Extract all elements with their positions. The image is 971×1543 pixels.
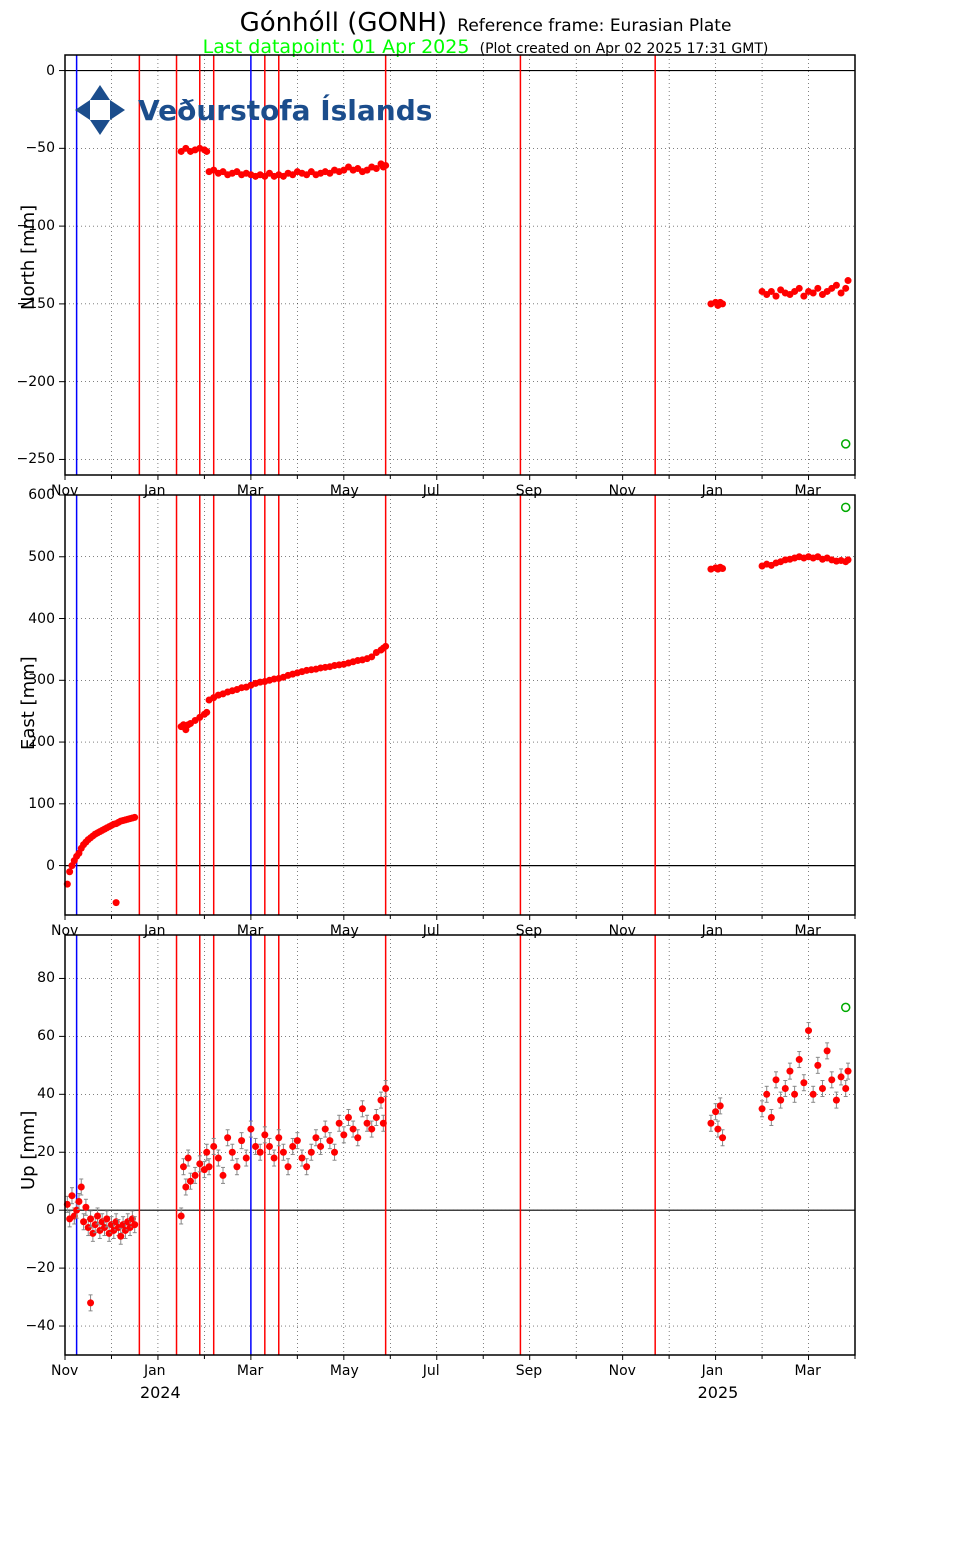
xtick-label: Nov <box>51 483 78 499</box>
xtick-label: Mar <box>795 1363 821 1379</box>
logo-icon <box>70 80 130 140</box>
ytick-label: 400 <box>28 611 55 627</box>
year-label: 2024 <box>140 1383 181 1402</box>
ytick-label: 60 <box>37 1028 55 1044</box>
xtick-label: Jan <box>702 923 724 939</box>
ytick-label: 100 <box>28 796 55 812</box>
xtick-label: Jan <box>702 483 724 499</box>
xtick-label: Nov <box>51 923 78 939</box>
xtick-label: Mar <box>237 483 263 499</box>
logo-text: Veðurstofa Íslands <box>138 94 432 127</box>
ytick-label: 600 <box>28 487 55 503</box>
subplot-2 <box>0 0 971 1360</box>
xtick-label: Jul <box>423 923 440 939</box>
ylabel-2: Up [mm] <box>18 1111 39 1190</box>
ytick-label: −100 <box>17 218 55 234</box>
title-sub: Reference frame: Eurasian Plate <box>457 16 731 36</box>
ytick-label: 0 <box>46 858 55 874</box>
xtick-label: Nov <box>609 1363 636 1379</box>
ytick-label: 0 <box>46 1202 55 1218</box>
xtick-label: Mar <box>795 483 821 499</box>
xtick-label: Jan <box>702 1363 724 1379</box>
xtick-label: Sep <box>516 1363 542 1379</box>
ytick-label: 20 <box>37 1144 55 1160</box>
ytick-label: −200 <box>17 374 55 390</box>
plot-created: (Plot created on Apr 02 2025 17:31 GMT) <box>480 41 769 57</box>
xtick-label: Nov <box>609 923 636 939</box>
subplot-0 <box>0 0 971 480</box>
ytick-label: −50 <box>25 140 55 156</box>
ytick-label: −40 <box>25 1318 55 1334</box>
title-main: Gónhóll (GONH) <box>240 8 448 38</box>
ytick-label: −250 <box>17 451 55 467</box>
last-datapoint: Last datapoint: 01 Apr 2025 <box>203 36 470 58</box>
chart-subtitle: Last datapoint: 01 Apr 2025 (Plot create… <box>0 36 971 58</box>
ytick-label: −20 <box>25 1260 55 1276</box>
chart-title: Gónhóll (GONH) Reference frame: Eurasian… <box>0 8 971 38</box>
ytick-label: 0 <box>46 63 55 79</box>
ytick-label: 80 <box>37 970 55 986</box>
xtick-label: May <box>330 923 359 939</box>
xtick-label: May <box>330 1363 359 1379</box>
xtick-label: May <box>330 483 359 499</box>
xtick-label: Nov <box>51 1363 78 1379</box>
xtick-label: Sep <box>516 923 542 939</box>
xtick-label: Mar <box>237 923 263 939</box>
ytick-label: −150 <box>17 296 55 312</box>
xtick-label: Sep <box>516 483 542 499</box>
xtick-label: Jan <box>144 923 166 939</box>
xtick-label: Jul <box>423 483 440 499</box>
xtick-label: Jan <box>144 483 166 499</box>
xtick-label: Mar <box>237 1363 263 1379</box>
vedurstofa-logo: Veðurstofa Íslands <box>70 80 432 140</box>
year-label: 2025 <box>698 1383 739 1402</box>
xtick-label: Jan <box>144 1363 166 1379</box>
ytick-label: 300 <box>28 672 55 688</box>
xtick-label: Jul <box>423 1363 440 1379</box>
ytick-label: 500 <box>28 549 55 565</box>
xtick-label: Mar <box>795 923 821 939</box>
ytick-label: 200 <box>28 734 55 750</box>
xtick-label: Nov <box>609 483 636 499</box>
ytick-label: 40 <box>37 1086 55 1102</box>
